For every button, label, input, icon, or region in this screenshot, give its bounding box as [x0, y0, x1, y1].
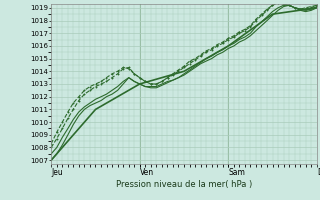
X-axis label: Pression niveau de la mer( hPa ): Pression niveau de la mer( hPa ) — [116, 180, 252, 189]
